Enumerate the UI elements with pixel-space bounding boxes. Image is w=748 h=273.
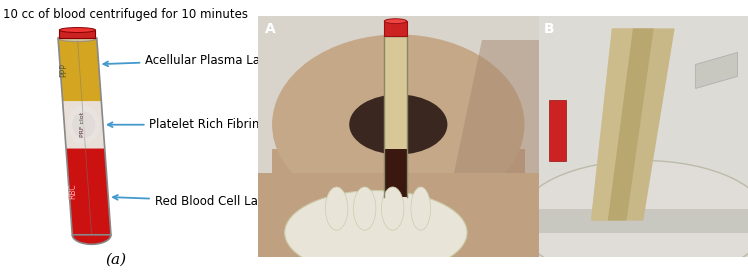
Ellipse shape bbox=[285, 191, 467, 273]
Text: 10 cc of blood centrifuged for 10 minutes: 10 cc of blood centrifuged for 10 minute… bbox=[2, 8, 248, 21]
Polygon shape bbox=[454, 40, 539, 173]
Polygon shape bbox=[258, 16, 539, 209]
Ellipse shape bbox=[349, 94, 447, 155]
Polygon shape bbox=[607, 28, 654, 221]
Polygon shape bbox=[66, 148, 111, 235]
Ellipse shape bbox=[75, 114, 88, 129]
Polygon shape bbox=[549, 100, 565, 161]
Text: Red Blood Cell Layer: Red Blood Cell Layer bbox=[113, 195, 277, 207]
Polygon shape bbox=[258, 209, 539, 257]
Polygon shape bbox=[384, 21, 407, 35]
Text: B: B bbox=[544, 22, 554, 36]
Ellipse shape bbox=[59, 28, 96, 32]
Text: A: A bbox=[265, 22, 276, 36]
Text: RBC: RBC bbox=[69, 184, 78, 199]
Polygon shape bbox=[696, 52, 738, 88]
Polygon shape bbox=[591, 28, 675, 221]
Polygon shape bbox=[539, 16, 748, 257]
Ellipse shape bbox=[73, 225, 111, 244]
Polygon shape bbox=[59, 30, 96, 38]
Polygon shape bbox=[384, 149, 407, 197]
Polygon shape bbox=[58, 38, 101, 101]
Polygon shape bbox=[63, 101, 105, 148]
Text: PPP: PPP bbox=[60, 63, 69, 77]
Ellipse shape bbox=[58, 35, 96, 41]
Polygon shape bbox=[272, 149, 524, 245]
Polygon shape bbox=[384, 35, 407, 197]
Text: (a): (a) bbox=[105, 252, 126, 266]
Text: Platelet Rich Fibrin Layer: Platelet Rich Fibrin Layer bbox=[108, 118, 297, 131]
Ellipse shape bbox=[272, 34, 524, 215]
Polygon shape bbox=[591, 28, 633, 221]
Ellipse shape bbox=[325, 187, 348, 230]
Text: PRF clot: PRF clot bbox=[80, 112, 85, 137]
Ellipse shape bbox=[67, 106, 100, 144]
Ellipse shape bbox=[72, 111, 95, 138]
Ellipse shape bbox=[384, 19, 407, 23]
Text: Acellular Plasma Layer: Acellular Plasma Layer bbox=[103, 54, 279, 67]
Polygon shape bbox=[539, 209, 748, 233]
Ellipse shape bbox=[381, 187, 404, 230]
Ellipse shape bbox=[353, 187, 375, 230]
Ellipse shape bbox=[411, 187, 431, 230]
Ellipse shape bbox=[518, 161, 748, 273]
Polygon shape bbox=[258, 173, 539, 257]
